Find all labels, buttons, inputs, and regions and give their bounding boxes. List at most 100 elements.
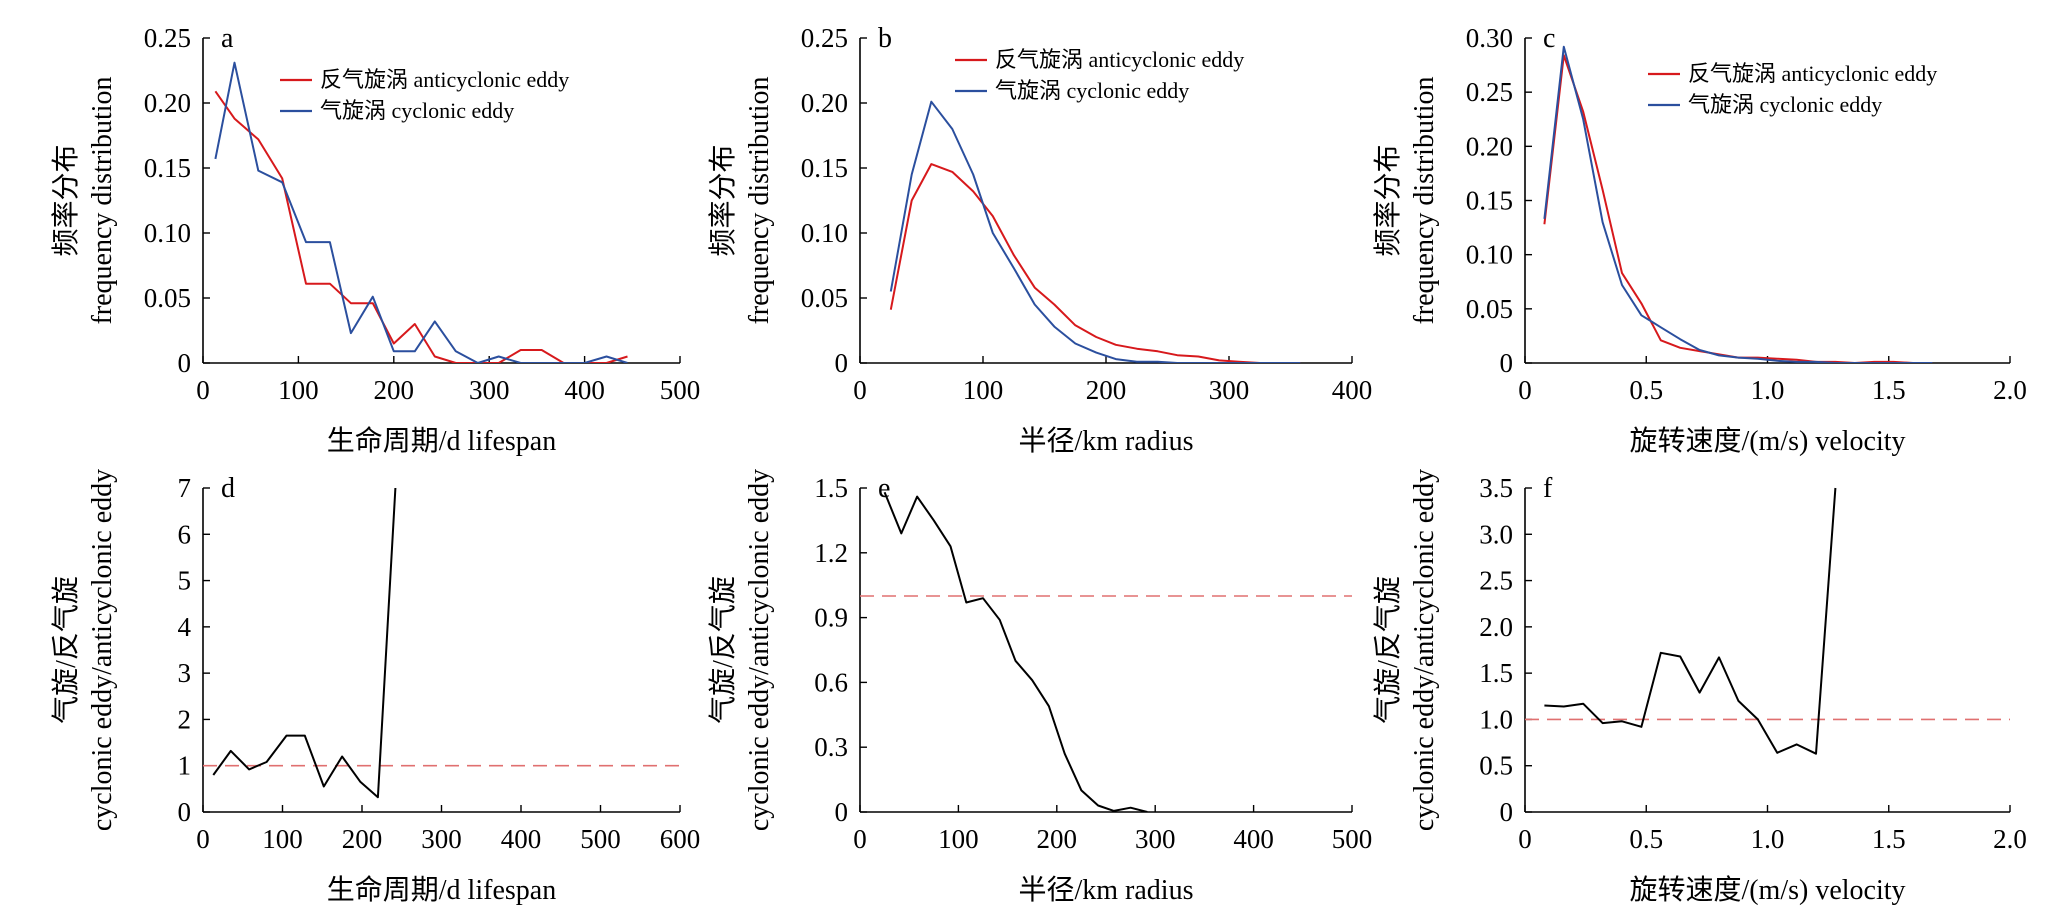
panel-label: e — [878, 473, 890, 504]
y-tick-label: 0 — [835, 348, 849, 378]
x-tick-label: 300 — [1209, 375, 1250, 405]
x-tick-label: 300 — [1135, 824, 1176, 854]
series-line-cyclonic — [889, 100, 1301, 363]
y-tick-label: 0 — [1500, 797, 1514, 827]
y-tick-label: 0.25 — [1466, 77, 1513, 107]
y-axis-title: 频率分布 — [1372, 144, 1404, 256]
x-tick-label: 1.0 — [1751, 824, 1785, 854]
y-tick-label: 0 — [178, 797, 192, 827]
x-axis-title: 生命周期/d lifespan — [327, 874, 556, 906]
panel-label: d — [221, 473, 235, 504]
x-tick-label: 0 — [853, 375, 867, 405]
y-tick-label: 0.15 — [801, 153, 848, 183]
panel-e: 0 100 200 300 400 500 0 0.3 0.6 0.9 1.2 1.5 e 半径/km r… — [707, 469, 1372, 906]
series-line-cyclonic — [214, 61, 628, 363]
x-tick-label: 400 — [564, 375, 605, 405]
y-tick-label: 6 — [178, 519, 192, 549]
y-tick-label: 1.0 — [1479, 704, 1513, 734]
y-tick-label: 0 — [1500, 348, 1514, 378]
x-tick-label: 0 — [196, 375, 210, 405]
x-tick-label: 300 — [469, 375, 510, 405]
x-tick-label: 600 — [660, 824, 701, 854]
y-tick-label: 0.10 — [801, 218, 848, 248]
x-axis-title: 旋转速度/(m/s) velocity — [1629, 874, 1905, 906]
y-tick-label: 0.20 — [1466, 131, 1513, 161]
x-tick-label: 200 — [342, 824, 383, 854]
panel-b: 0 100 200 300 400 0 0.05 0.10 0.15 0.20 0.25 b 半径/km… — [707, 23, 1372, 457]
y-tick-label: 4 — [178, 612, 192, 642]
y-tick-label: 0.05 — [1466, 294, 1513, 324]
panel-label: b — [878, 23, 892, 54]
y-tick-label: 0.5 — [1479, 751, 1513, 781]
x-tick-label: 200 — [1037, 824, 1078, 854]
x-tick-label: 400 — [501, 824, 542, 854]
y-tick-label: 0.15 — [1466, 186, 1513, 216]
y-axis-title-secondary: cyclonic eddy/anticyclonic eddy — [87, 469, 118, 831]
y-axis-title: 气旋/反气旋 — [707, 576, 739, 724]
y-tick-label: 3.5 — [1479, 473, 1513, 503]
x-tick-label: 200 — [1086, 375, 1127, 405]
y-tick-label: 2.5 — [1479, 566, 1513, 596]
x-tick-label: 0 — [1518, 824, 1532, 854]
x-tick-label: 1.0 — [1751, 375, 1785, 405]
y-tick-label: 0.20 — [801, 88, 848, 118]
legend-label: 反气旋涡 anticyclonic eddy — [1688, 61, 1937, 86]
y-axis-title-secondary: frequency distribution — [744, 76, 775, 324]
y-tick-label: 0.15 — [144, 153, 191, 183]
y-tick-label: 1.5 — [1479, 658, 1513, 688]
x-tick-label: 0 — [1518, 375, 1532, 405]
x-tick-label: 200 — [374, 375, 415, 405]
x-tick-label: 400 — [1233, 824, 1274, 854]
x-tick-label: 100 — [262, 824, 303, 854]
legend-label: 气旋涡 cyclonic eddy — [320, 98, 514, 123]
series-line-anticyclonic — [889, 163, 1301, 363]
series-line-ratio — [1544, 487, 1837, 755]
x-tick-label: 1.5 — [1872, 375, 1906, 405]
y-tick-label: 0 — [835, 797, 849, 827]
panel-label: a — [221, 23, 234, 54]
y-tick-label: 0.05 — [801, 283, 848, 313]
panel-a: 0 100 200 300 400 500 0 0.05 0.10 0.15 0.20 0.25 a 生命… — [50, 23, 700, 457]
y-tick-label: 0.10 — [1466, 240, 1513, 270]
panel-c: 0 0.5 1.0 1.5 2.0 0 0.05 0.10 0.15 0.20 0.25 0.30 c 旋… — [1372, 23, 2027, 457]
x-tick-label: 2.0 — [1993, 375, 2027, 405]
y-tick-label: 2 — [178, 704, 192, 734]
x-tick-label: 2.0 — [1993, 824, 2027, 854]
x-axis-title: 旋转速度/(m/s) velocity — [1629, 425, 1905, 457]
y-axis-title-secondary: cyclonic eddy/anticyclonic eddy — [1409, 469, 1440, 831]
x-tick-label: 0 — [196, 824, 210, 854]
x-tick-label: 0.5 — [1629, 824, 1663, 854]
y-tick-label: 0.3 — [814, 732, 848, 762]
legend-label: 反气旋涡 anticyclonic eddy — [995, 47, 1244, 72]
y-tick-label: 0.30 — [1466, 23, 1513, 53]
y-tick-label: 1.2 — [814, 538, 848, 568]
y-axis-title: 频率分布 — [50, 144, 82, 256]
y-axis-title: 气旋/反气旋 — [50, 576, 82, 724]
series-line-anticyclonic — [214, 90, 628, 363]
x-axis-title: 半径/km radius — [1019, 874, 1194, 906]
x-tick-label: 100 — [278, 375, 319, 405]
y-tick-label: 1.5 — [814, 473, 848, 503]
y-tick-label: 0.10 — [144, 218, 191, 248]
series-line-cyclonic — [1543, 45, 1933, 363]
x-tick-label: 0 — [853, 824, 867, 854]
y-tick-label: 3.0 — [1479, 519, 1513, 549]
panel-d: 0 100 200 300 400 500 600 0 1 2 3 4 5 6 7 d 生命周期/d lifes… — [50, 469, 700, 906]
legend-label: 气旋涡 cyclonic eddy — [995, 78, 1189, 103]
series-line-ratio — [883, 491, 1148, 812]
y-tick-label: 0.9 — [814, 603, 848, 633]
y-tick-label: 0 — [178, 348, 192, 378]
y-tick-label: 0.05 — [144, 283, 191, 313]
x-tick-label: 500 — [1332, 824, 1373, 854]
y-axis-title: 气旋/反气旋 — [1372, 576, 1404, 724]
y-tick-label: 5 — [178, 566, 192, 596]
x-axis-title: 生命周期/d lifespan — [327, 425, 556, 457]
y-tick-label: 0.25 — [144, 23, 191, 53]
x-tick-label: 400 — [1332, 375, 1373, 405]
x-tick-label: 500 — [660, 375, 701, 405]
y-axis-title-secondary: frequency distribution — [87, 76, 118, 324]
y-tick-label: 1 — [178, 751, 192, 781]
x-tick-label: 1.5 — [1872, 824, 1906, 854]
x-tick-label: 100 — [938, 824, 979, 854]
